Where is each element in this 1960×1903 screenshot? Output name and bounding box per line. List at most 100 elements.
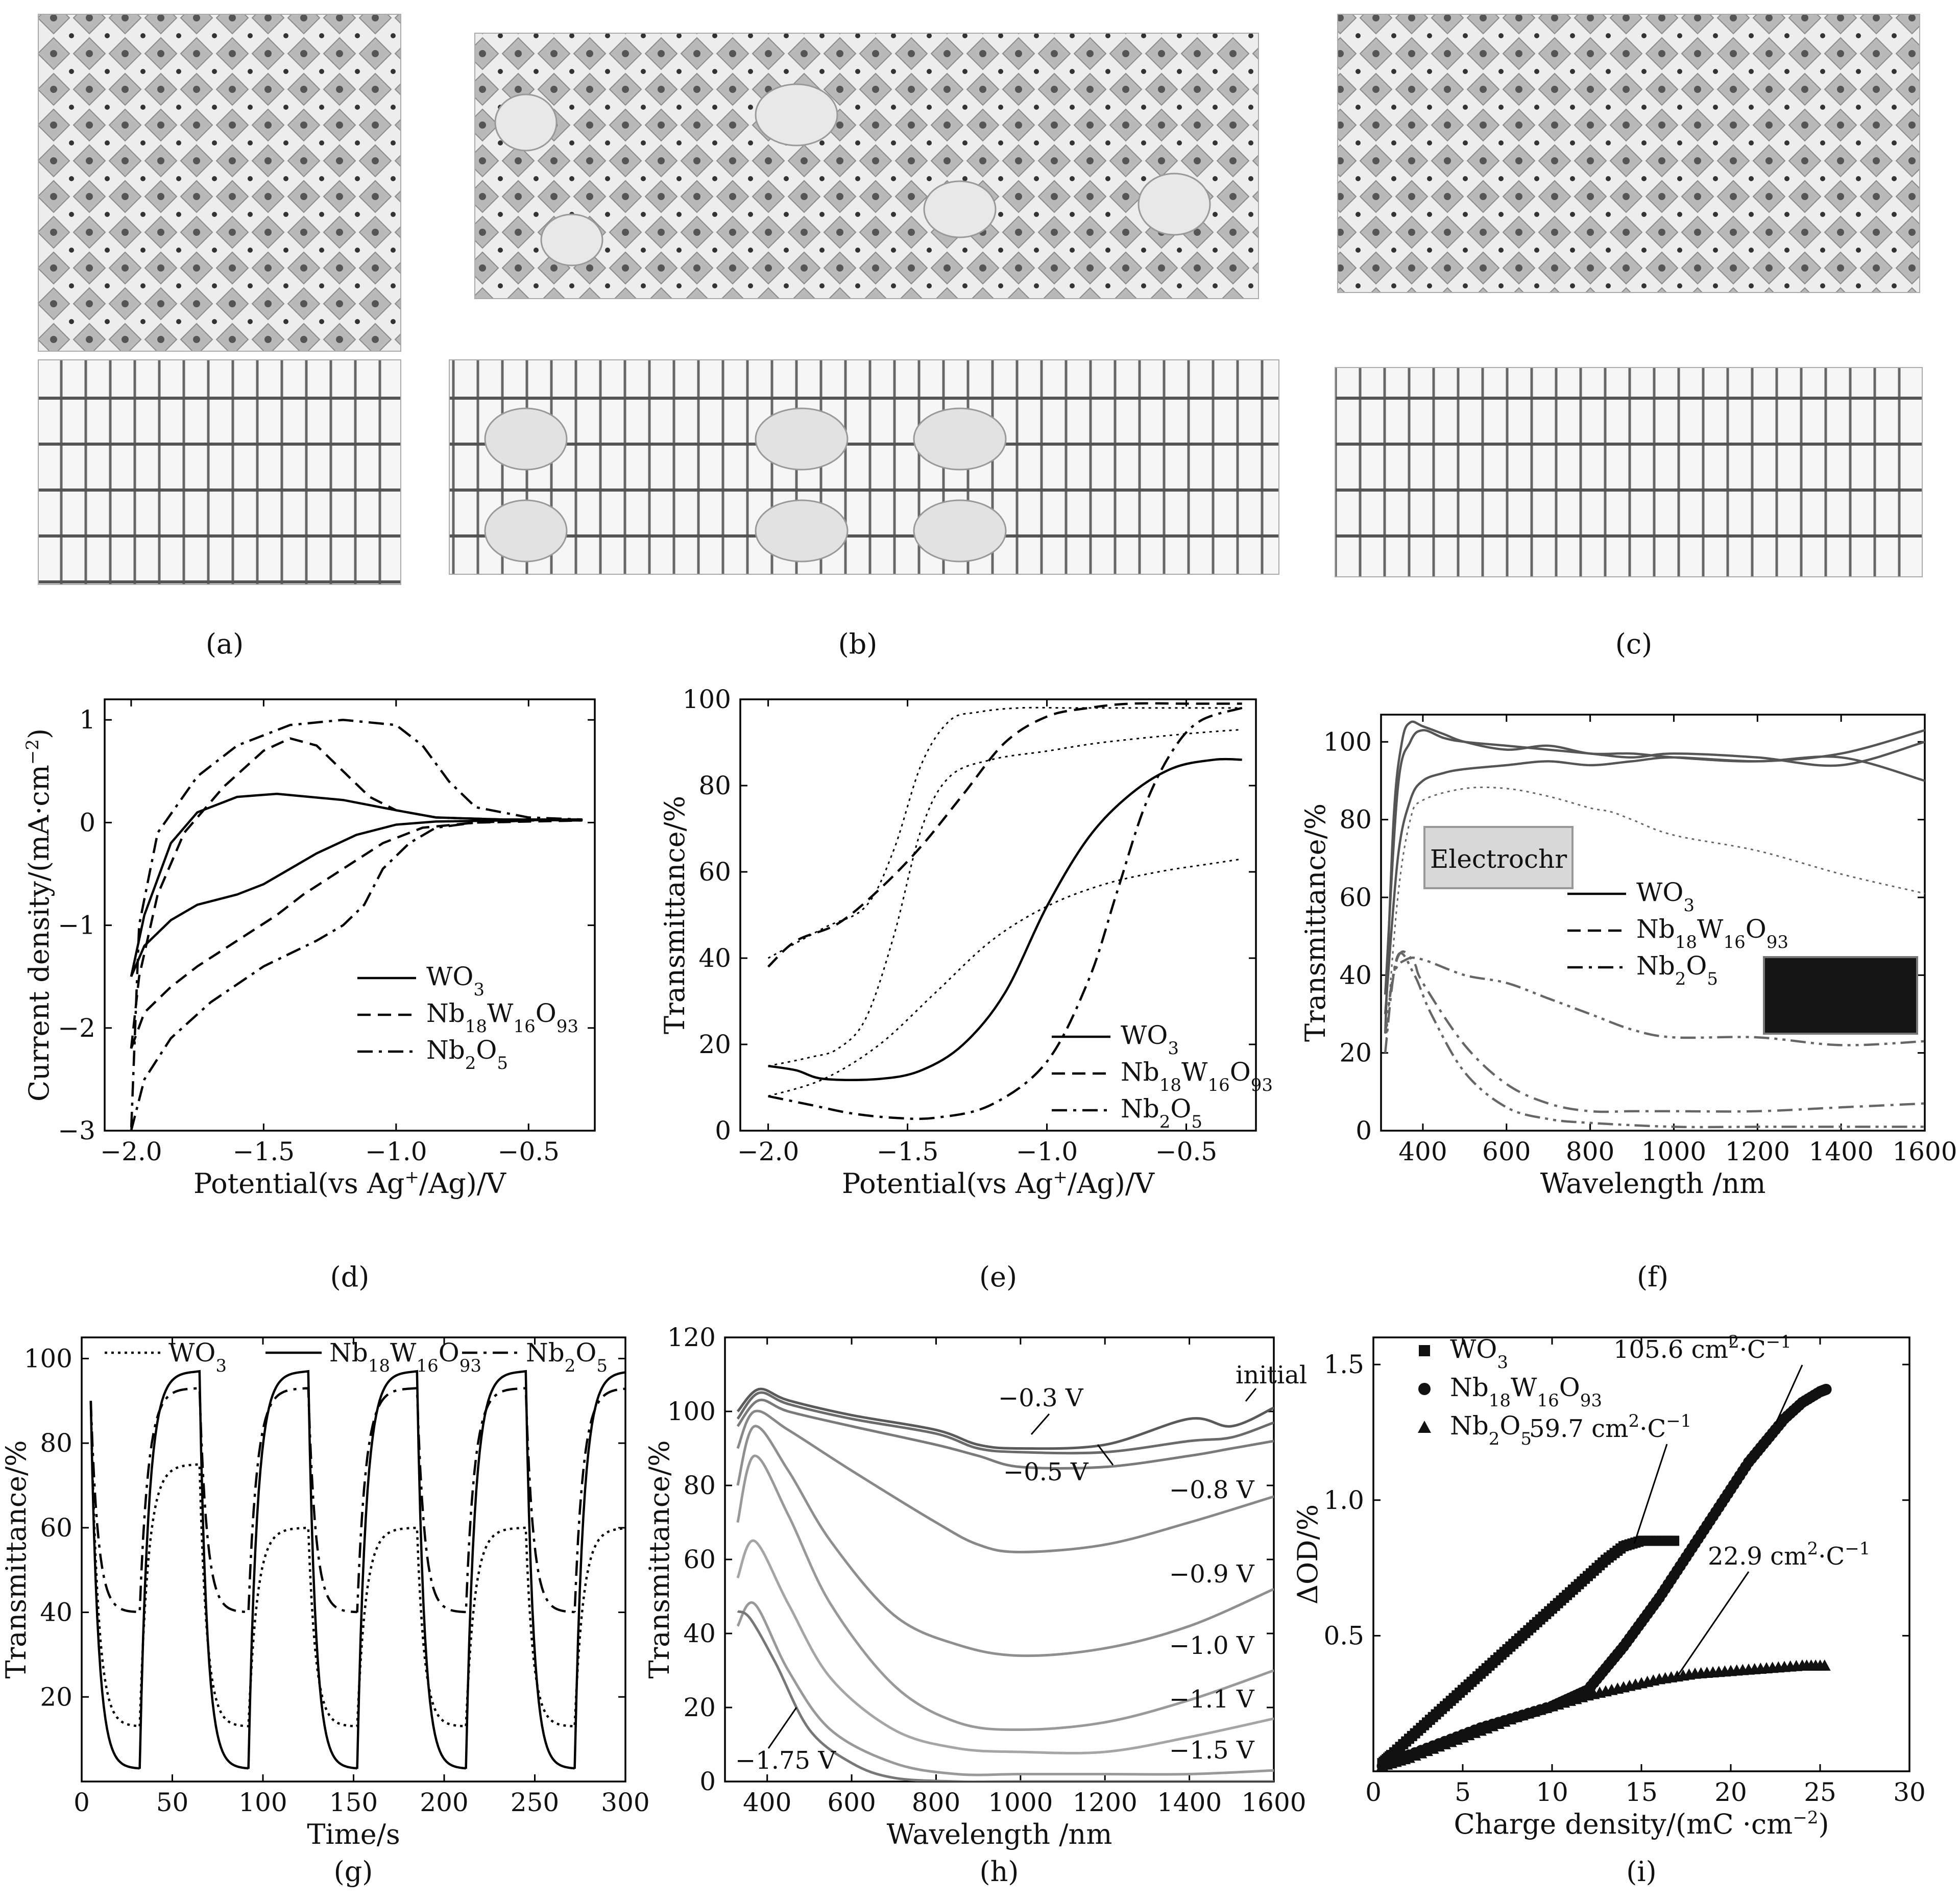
y-tick-label-d: −1: [58, 911, 95, 940]
series-line-h: [737, 1610, 1274, 1782]
y-tick-label-h: 80: [683, 1471, 716, 1500]
marker-nb2o5: [1818, 1659, 1831, 1671]
y-tick-label-e: 80: [698, 771, 731, 800]
panel-label-a: (a): [206, 628, 244, 660]
y-tick-label-i: 1.5: [1323, 1350, 1364, 1379]
y-tick-label-h: 0: [699, 1767, 716, 1796]
x-tick-label-h: 1000: [988, 1788, 1053, 1817]
legend-label-d: WO3: [426, 962, 485, 1000]
legend-label-f: Nb18W16O93: [1636, 914, 1788, 953]
curve-label-h: −0.3 V: [998, 1384, 1084, 1412]
x-tick-label-i: 25: [1804, 1777, 1836, 1807]
x-tick-label-f: 1000: [1641, 1137, 1706, 1166]
charts-layer: −2.0 −1.5 −1.0 −0.5 −3 −2 −1 0 1 Potential(vs Ag+…: [0, 685, 1957, 1888]
y-tick-label-e: 20: [698, 1030, 731, 1059]
series-line-g: [89, 1386, 625, 1614]
y-tick-label-f: 40: [1339, 960, 1372, 990]
series-line-h: [736, 1391, 1274, 1455]
x-tick-label-f: 600: [1482, 1137, 1531, 1166]
legend-label-i: WO3: [1450, 1334, 1508, 1373]
annotation-leader-i: [1775, 1364, 1803, 1425]
x-tick-label-d: −0.5: [498, 1137, 560, 1166]
plot-frame-g: [81, 1336, 626, 1783]
x-tick-label-i: 30: [1893, 1777, 1926, 1807]
structure-b-bottom: [449, 359, 1279, 575]
curve-label-h: −1.0 V: [1169, 1631, 1255, 1660]
curve-label-h: −1.5 V: [1169, 1736, 1255, 1765]
y-axis-label-d: Current density/(mA·cm−2): [22, 728, 55, 1102]
x-tick-label-g: 300: [601, 1788, 649, 1817]
series-group-d: [130, 718, 583, 1131]
inset-bleached-sample: [1423, 826, 1574, 889]
series-line-h: [736, 1425, 1274, 1657]
series-line-h: [736, 1539, 1274, 1754]
series-line-e: [767, 702, 1242, 968]
x-axis-label-f: Wavelength /nm: [1540, 1167, 1766, 1200]
series-line-e: [767, 706, 1242, 959]
series-line-e: [768, 706, 1243, 1120]
panel-label-c: (c): [1615, 628, 1652, 660]
plot-frame-e: [739, 698, 1257, 1132]
y-tick-label-f: 80: [1339, 805, 1372, 835]
panel-label-g: (g): [334, 1856, 373, 1888]
y-tick-label-d: −2: [58, 1013, 95, 1043]
curve-label-h: initial: [1236, 1361, 1307, 1389]
structure-a-top: [38, 14, 401, 352]
series-line-h: [736, 1601, 1274, 1776]
x-tick-label-g: 0: [74, 1788, 90, 1817]
panel-label-f: (f): [1637, 1261, 1668, 1293]
panel-label-e: (e): [979, 1261, 1017, 1293]
legend-label-g: Nb2O5: [526, 1338, 608, 1376]
y-tick-label-e: 40: [698, 943, 731, 973]
legend-marker-i: [1418, 1383, 1431, 1395]
series-group-e: [767, 702, 1243, 1120]
panel-label-h: (h): [980, 1856, 1019, 1888]
x-axis-label-d: Potential(vs Ag+/Ag)/V: [193, 1167, 506, 1200]
curve-leader-h: [1245, 1388, 1257, 1402]
annotation-leader-i: [1633, 1444, 1668, 1544]
y-tick-label-h: 20: [683, 1693, 716, 1722]
x-tick-label-d: −1.5: [233, 1137, 295, 1166]
x-tick-label-i: 5: [1455, 1777, 1471, 1807]
y-axis-label-f: Transmittance/%: [1299, 803, 1332, 1042]
annotation-label-i: 22.9 cm2·C−1: [1708, 1539, 1870, 1571]
chart-e: −2.0 −1.5 −1.0 −0.5 0 20 40 60 80 100 Potential(vs…: [659, 685, 1273, 1293]
plot-frame-d: [104, 698, 596, 1132]
panel-label-i: (i): [1626, 1856, 1656, 1888]
y-tick-label-e: 60: [698, 857, 731, 887]
legend-label-e: Nb2O5: [1121, 1094, 1202, 1132]
y-tick-label-i: 1.0: [1323, 1485, 1364, 1515]
series-line-h: [736, 1387, 1274, 1450]
curve-label-h: −1.75 V: [735, 1746, 836, 1775]
x-tick-label-e: −1.5: [877, 1137, 938, 1166]
legend-label-e: WO3: [1121, 1020, 1179, 1059]
y-tick-label-e: 0: [715, 1116, 731, 1145]
chart-f: 400 600 800 1000 1200 1400 1600 0 20 40 60 80 100 Wav…: [1299, 714, 1957, 1293]
x-tick-label-h: 1200: [1073, 1788, 1138, 1817]
legend-label-e: Nb18W16O93: [1121, 1057, 1273, 1095]
x-axis-label-e: Potential(vs Ag+/Ag)/V: [842, 1167, 1155, 1200]
y-axis-label-e: Transmittance/%: [659, 796, 691, 1034]
panel-label-b: (b): [838, 628, 878, 660]
x-tick-label-f: 1400: [1809, 1137, 1874, 1166]
x-tick-label-g: 200: [420, 1788, 468, 1817]
series-line-e: [768, 728, 1242, 1067]
curve-leader-h: [767, 1707, 797, 1749]
series-group-g: [89, 1370, 625, 1770]
x-tick-label-h: 400: [743, 1788, 791, 1817]
curve-leader-h: [1030, 1413, 1050, 1435]
y-tick-label-i: 0.5: [1323, 1621, 1364, 1650]
marker-wo3: [1669, 1535, 1680, 1546]
x-tick-label-h: 800: [912, 1788, 960, 1817]
chart-i: 0 5 10 15 20 25 30 0.5 1.0 1.5 Charge density/(mC …: [1292, 1332, 1926, 1888]
legend-label-i: Nb2O5: [1450, 1411, 1532, 1449]
x-tick-label-i: 0: [1365, 1777, 1382, 1807]
y-tick-label-e: 100: [683, 685, 731, 714]
x-tick-label-g: 250: [511, 1788, 559, 1817]
legend-label-d: Nb18W16O93: [426, 998, 578, 1037]
x-axis-label-h: Wavelength /nm: [887, 1818, 1112, 1850]
structure-b-top: [474, 33, 1259, 299]
x-tick-label-d: −2.0: [100, 1137, 162, 1166]
x-tick-label-f: 1200: [1725, 1137, 1790, 1166]
